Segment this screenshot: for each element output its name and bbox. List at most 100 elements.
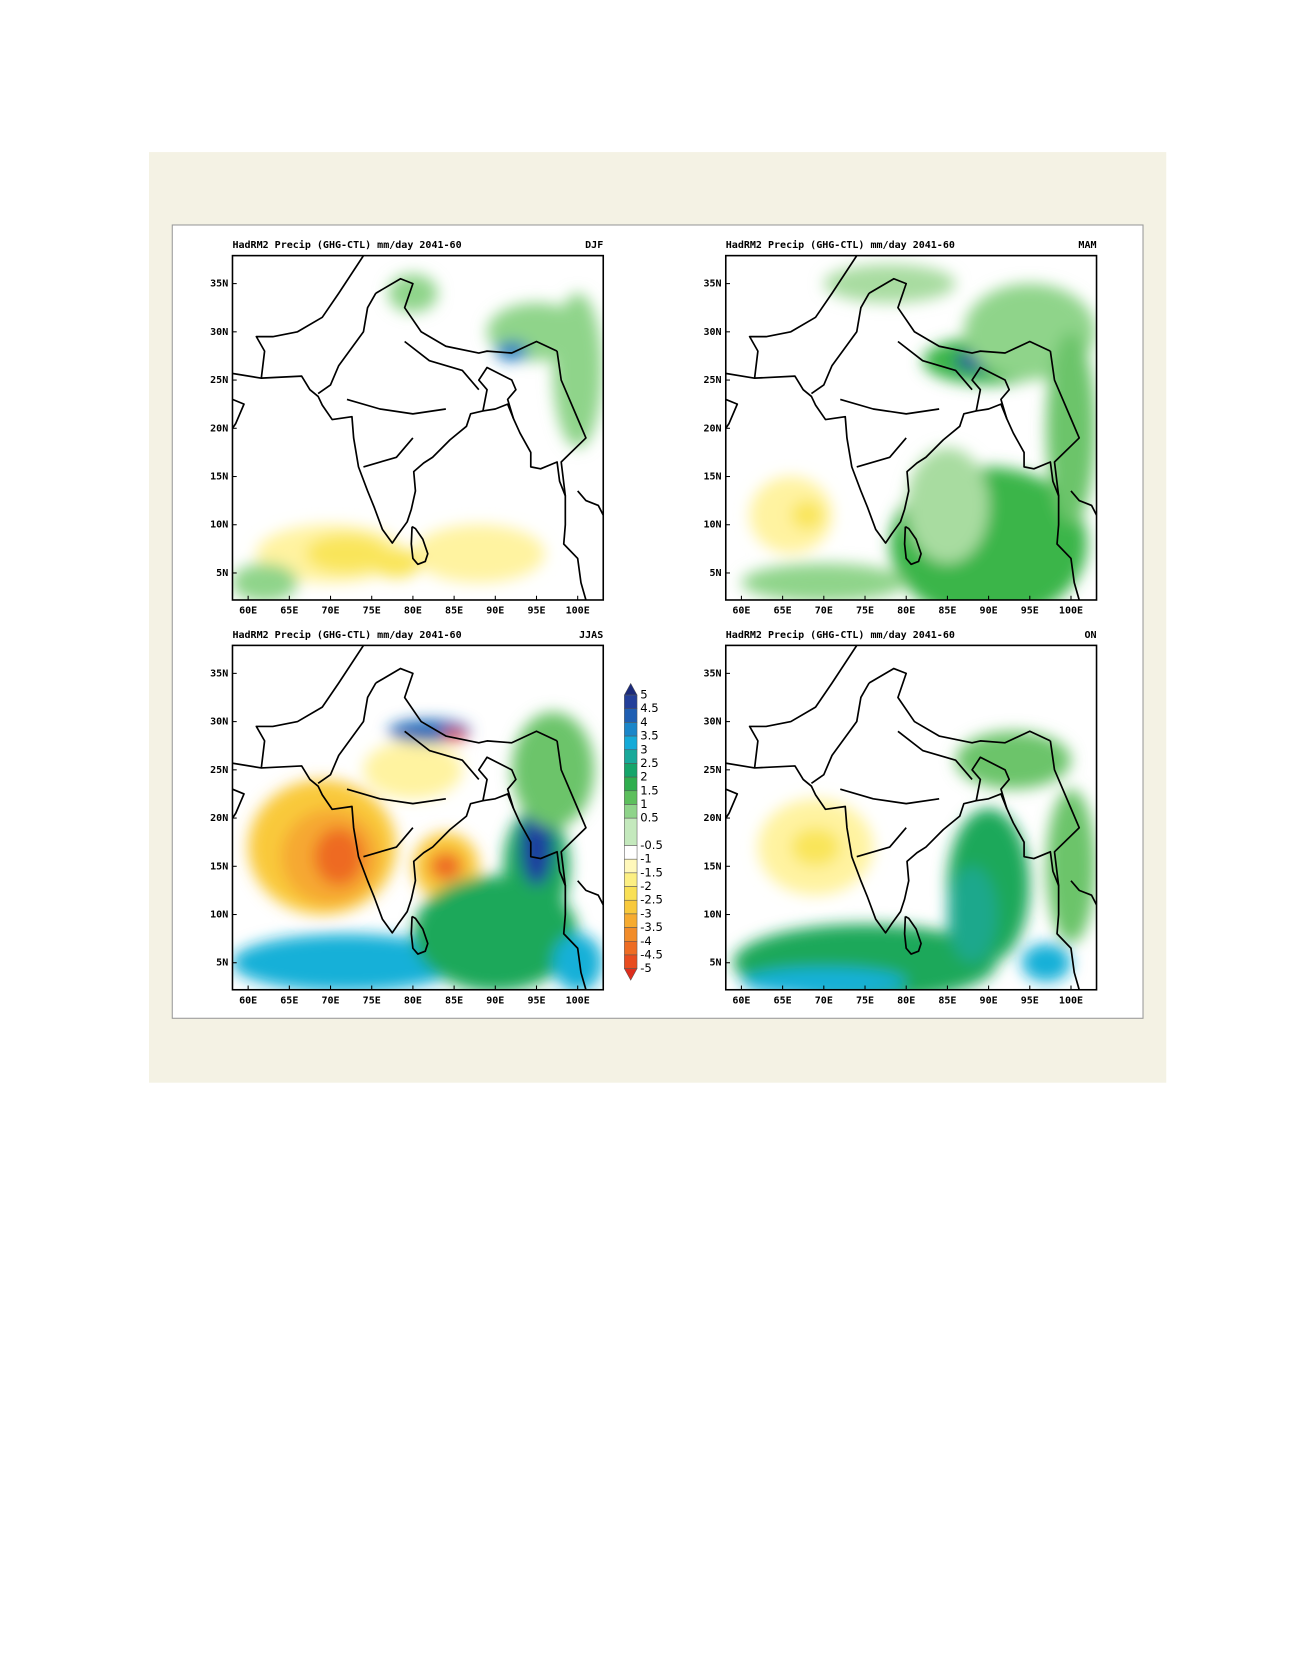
precip-anomaly bbox=[1021, 943, 1071, 983]
colorbar-label: -2.5 bbox=[640, 893, 663, 907]
x-tick-label: 80E bbox=[404, 995, 422, 1006]
state-border bbox=[897, 340, 973, 391]
precip-anomaly bbox=[232, 933, 463, 990]
y-tick-label: 15N bbox=[703, 472, 721, 483]
precip-anomaly bbox=[232, 563, 298, 600]
colorbar-label: -5 bbox=[640, 961, 652, 975]
precip-anomaly bbox=[790, 500, 824, 530]
x-tick-label: 85E bbox=[938, 606, 956, 617]
y-tick-label: 35N bbox=[703, 279, 721, 290]
coastline bbox=[971, 756, 1011, 809]
coastline bbox=[725, 398, 739, 429]
precip-field bbox=[741, 264, 1096, 600]
y-tick-label: 30N bbox=[703, 717, 721, 728]
x-tick-label: 65E bbox=[280, 606, 298, 617]
map-area bbox=[725, 255, 1097, 600]
y-tick-label: 30N bbox=[703, 327, 721, 338]
colorbar-segment bbox=[624, 886, 638, 901]
map-panel: HadRM2 Precip (GHG-CTL) mm/day 2041-60 ON… bbox=[703, 629, 1098, 1006]
colorbar-label: 1 bbox=[640, 797, 647, 811]
coastline bbox=[725, 372, 1081, 600]
colorbar-segment bbox=[624, 735, 638, 751]
precip-anomaly bbox=[552, 933, 603, 990]
x-tick-label: 95E bbox=[527, 995, 545, 1006]
y-tick-label: 5N bbox=[216, 568, 228, 579]
map-panel: HadRM2 Precip (GHG-CTL) mm/day 2041-60 JJ… bbox=[210, 629, 605, 1006]
y-tick-label: 5N bbox=[709, 568, 721, 579]
state-border bbox=[363, 437, 414, 468]
x-tick-label: 65E bbox=[774, 606, 792, 617]
colorbar-segment bbox=[624, 749, 638, 764]
coastline bbox=[577, 490, 604, 516]
coastline bbox=[810, 292, 870, 395]
x-tick-label: 60E bbox=[732, 995, 750, 1006]
y-tick-label: 5N bbox=[709, 958, 721, 969]
y-tick-label: 25N bbox=[703, 765, 721, 776]
y-tick-label: 10N bbox=[210, 520, 228, 531]
coastline bbox=[748, 645, 858, 769]
y-tick-label: 35N bbox=[703, 668, 721, 679]
colorbar-segment bbox=[624, 804, 638, 819]
coastline bbox=[375, 667, 558, 744]
coastline bbox=[317, 292, 377, 395]
precip-anomaly bbox=[495, 341, 529, 361]
y-tick-label: 35N bbox=[210, 279, 228, 290]
y-tick-label: 25N bbox=[210, 765, 228, 776]
precip-field bbox=[232, 273, 603, 600]
x-tick-label: 75E bbox=[363, 606, 381, 617]
coastline bbox=[556, 740, 587, 886]
coastline bbox=[255, 645, 365, 769]
colorbar-segment bbox=[624, 872, 638, 887]
precip-anomaly bbox=[790, 827, 841, 867]
state-border bbox=[840, 398, 940, 415]
panel-title: HadRM2 Precip (GHG-CTL) mm/day 2041-60 bbox=[232, 629, 461, 641]
x-tick-label: 100E bbox=[566, 606, 590, 617]
season-label: ON bbox=[1084, 630, 1096, 641]
precip-anomaly bbox=[429, 851, 463, 881]
colorbar-segment bbox=[624, 694, 638, 709]
y-tick-label: 20N bbox=[210, 813, 228, 824]
x-tick-label: 90E bbox=[486, 606, 504, 617]
colorbar-label: -1.5 bbox=[640, 865, 663, 879]
x-tick-label: 70E bbox=[815, 995, 833, 1006]
colorbar-segment bbox=[624, 817, 638, 846]
precip-anomaly bbox=[314, 827, 364, 886]
colorbar-segment bbox=[624, 776, 638, 792]
precip-anomaly bbox=[823, 264, 956, 303]
colorbar-arrow bbox=[623, 968, 638, 981]
x-tick-label: 65E bbox=[774, 995, 792, 1006]
coastline bbox=[317, 682, 377, 785]
colorbar-label: 0.5 bbox=[640, 811, 658, 825]
map-panel: HadRM2 Precip (GHG-CTL) mm/day 2041-60 DJ… bbox=[210, 239, 605, 617]
precip-anomaly bbox=[1046, 789, 1096, 944]
coastline bbox=[410, 525, 429, 566]
season-label: JJAS bbox=[579, 630, 603, 641]
precip-anomaly bbox=[955, 731, 1071, 790]
coastline bbox=[1070, 880, 1097, 906]
colorbar-label: -4.5 bbox=[640, 947, 663, 961]
x-tick-label: 75E bbox=[856, 995, 874, 1006]
colorbar-label: 5 bbox=[640, 688, 647, 702]
map-area bbox=[232, 255, 604, 600]
colorbar-segment bbox=[624, 927, 638, 942]
precip-anomaly bbox=[1046, 331, 1096, 525]
colorbar-label: 2.5 bbox=[640, 756, 658, 770]
y-tick-label: 20N bbox=[210, 423, 228, 434]
coastline bbox=[971, 366, 1011, 419]
state-border bbox=[856, 437, 907, 468]
colorbar-segment bbox=[624, 954, 638, 969]
precip-field bbox=[733, 731, 1096, 990]
x-tick-label: 60E bbox=[239, 995, 257, 1006]
state-border bbox=[346, 788, 446, 805]
state-border bbox=[404, 730, 480, 780]
y-tick-label: 10N bbox=[210, 910, 228, 921]
coastline bbox=[410, 915, 429, 955]
x-tick-label: 90E bbox=[486, 995, 504, 1006]
coastline bbox=[375, 277, 558, 354]
colorbar-label: 3 bbox=[640, 742, 647, 756]
colorbar-segment bbox=[624, 790, 638, 805]
y-tick-label: 5N bbox=[216, 958, 228, 969]
x-tick-label: 85E bbox=[938, 995, 956, 1006]
coastline bbox=[232, 762, 587, 990]
x-tick-label: 60E bbox=[732, 606, 750, 617]
